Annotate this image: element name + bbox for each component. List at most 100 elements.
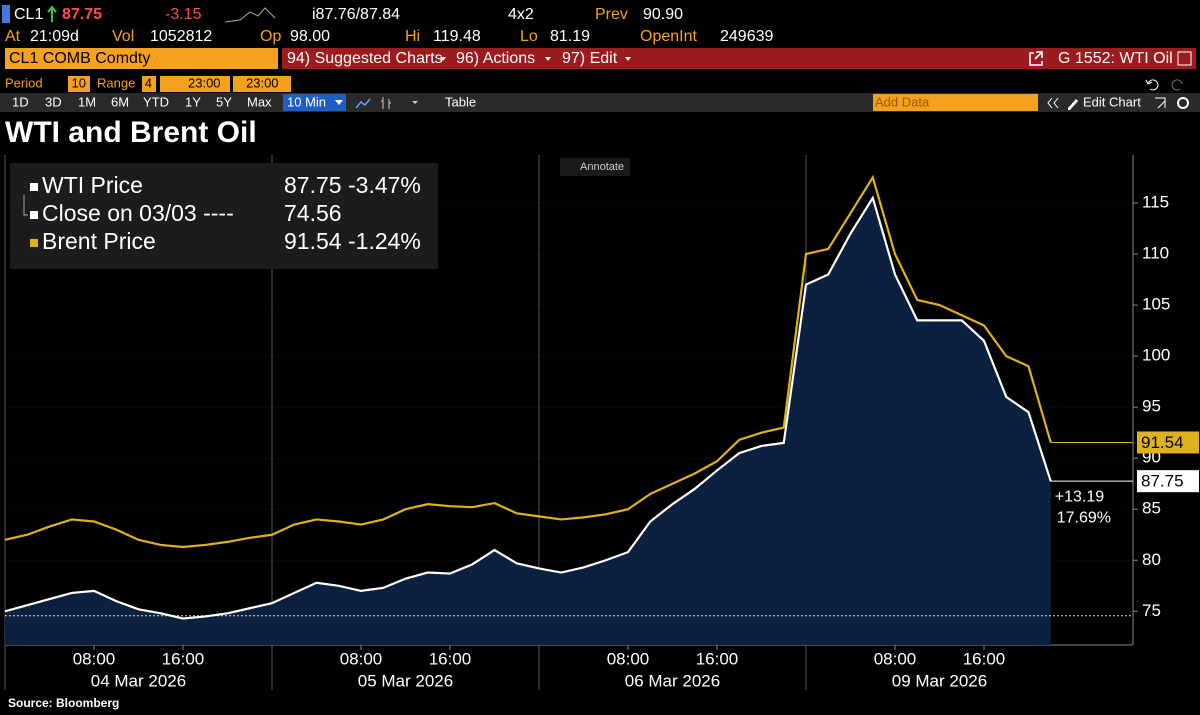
interval-box[interactable]	[283, 94, 346, 111]
pencil-icon	[1068, 99, 1078, 110]
y-tick-label: 95	[1142, 397, 1161, 416]
start-box[interactable]	[160, 76, 230, 92]
legend-change: -1.24%	[348, 228, 421, 254]
bar-icon[interactable]	[381, 97, 391, 109]
stat-value: 249639	[720, 28, 773, 45]
table-button[interactable]: Table	[445, 94, 476, 109]
legend-bracket	[23, 195, 28, 216]
change-abs: +13.19	[1055, 488, 1104, 505]
stat-value: 119.48	[433, 28, 481, 45]
interval-caret	[335, 100, 343, 105]
period-label: Period	[5, 75, 43, 90]
caret	[412, 101, 418, 104]
range-button[interactable]: 6M	[111, 94, 129, 109]
menu-item[interactable]: 97) Edit	[562, 50, 618, 67]
page-code: G 1552: WTI Oil	[1058, 50, 1173, 67]
end-box[interactable]	[233, 76, 291, 92]
period-box[interactable]	[68, 76, 90, 92]
legend-box	[10, 163, 438, 269]
legend-value: 87.75	[284, 172, 342, 198]
chart-title: WTI and Brent Oil	[5, 116, 257, 149]
start-time[interactable]: 23:00	[188, 75, 221, 90]
undo-icon[interactable]	[1145, 79, 1159, 91]
x-tick-label: 16:00	[429, 649, 472, 668]
series-line	[4, 174, 1052, 549]
day-label: 04 Mar 2026	[91, 671, 186, 690]
legend-swatch	[30, 183, 38, 191]
price-change: -3.15	[165, 6, 202, 23]
change-pct: 17.69%	[1057, 509, 1111, 526]
range-button[interactable]: 5Y	[216, 94, 232, 109]
range-box[interactable]	[142, 76, 156, 92]
x-tick-label: 08:00	[874, 649, 917, 668]
stat-value: 1052812	[150, 28, 212, 45]
legend-swatch	[30, 239, 38, 247]
interval[interactable]: 10 Min	[287, 94, 326, 109]
menu-bar	[282, 48, 1196, 69]
redo-icon[interactable]	[1171, 79, 1183, 91]
end-time[interactable]: 23:00	[246, 75, 279, 90]
edit-chart[interactable]: Edit Chart	[1083, 94, 1141, 109]
security[interactable]: CL1 COMB Comdty	[9, 50, 150, 67]
x-tick-label: 08:00	[340, 649, 383, 668]
last-value-label: 91.54	[1141, 433, 1184, 452]
prev-value: 90.90	[643, 6, 683, 23]
y-tick-label: 85	[1142, 499, 1161, 518]
area	[5, 197, 1051, 645]
menu-caret	[545, 57, 551, 61]
add-data[interactable]: Add Data	[875, 94, 930, 109]
range-button[interactable]: 3D	[45, 94, 62, 109]
stat-label: Vol	[112, 28, 134, 45]
stat-label: Lo	[520, 28, 538, 45]
period[interactable]: 10	[72, 75, 86, 90]
y-tick-label: 110	[1142, 244, 1169, 263]
legend-name: Close on 03/03 ----	[42, 200, 234, 226]
last-value-box	[1137, 470, 1199, 493]
chart-icon[interactable]	[1155, 97, 1166, 109]
change-box	[1052, 487, 1117, 530]
menu-caret	[440, 57, 446, 61]
security-box[interactable]	[5, 48, 278, 69]
window-icon[interactable]	[1177, 51, 1192, 66]
collapse-icon[interactable]	[1047, 97, 1059, 109]
day-label: 05 Mar 2026	[358, 671, 453, 690]
legend-name: Brent Price	[42, 228, 156, 254]
stat-value: 98.00	[290, 28, 330, 45]
range-button[interactable]: 1Y	[185, 94, 201, 109]
sparkline-icon	[224, 7, 276, 23]
range-button[interactable]: Max	[247, 94, 272, 109]
annotate[interactable]: Annotate	[580, 161, 624, 173]
range-button[interactable]: 1M	[78, 94, 96, 109]
stat-value: 81.19	[550, 28, 590, 45]
y-tick-label: 80	[1142, 550, 1161, 569]
prev-label: Prev	[595, 6, 628, 23]
menu-item[interactable]: 94) Suggested Charts	[287, 50, 443, 67]
source: Source: Bloomberg	[8, 696, 119, 710]
x-tick-label: 08:00	[73, 649, 116, 668]
legend-name: WTI Price	[42, 172, 143, 198]
launch-icon[interactable]	[1029, 51, 1043, 66]
day-label: 09 Mar 2026	[892, 671, 987, 690]
range[interactable]: 4	[145, 75, 152, 90]
last-price: 87.75	[62, 6, 102, 23]
series-line	[4, 195, 1052, 620]
stat-label: At	[5, 28, 21, 45]
settings-icon[interactable]	[1177, 97, 1189, 109]
size: 4x2	[508, 6, 534, 23]
range-button[interactable]: YTD	[143, 94, 169, 109]
stat-label: OpenInt	[640, 28, 697, 45]
y-tick-label: 115	[1142, 192, 1169, 211]
add-data-box[interactable]	[873, 94, 1038, 111]
x-tick-label: 08:00	[607, 649, 650, 668]
annotate-box[interactable]	[560, 158, 630, 176]
x-tick-label: 16:00	[696, 649, 739, 668]
stat-value: 21:09d	[30, 28, 79, 45]
range-button[interactable]: 1D	[12, 94, 29, 109]
range-label: Range	[97, 75, 135, 90]
line-icon[interactable]	[355, 98, 371, 109]
ticker: CL1	[14, 6, 43, 23]
y-tick-label: 100	[1142, 346, 1170, 365]
ticker-icon	[2, 5, 10, 23]
menu-item[interactable]: 96) Actions	[456, 50, 535, 67]
